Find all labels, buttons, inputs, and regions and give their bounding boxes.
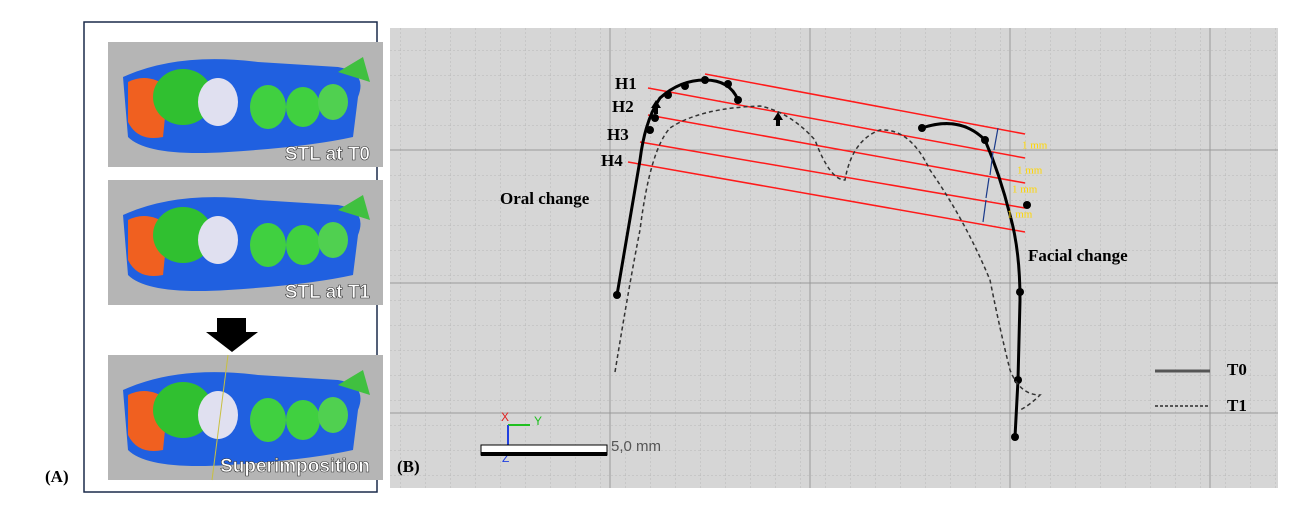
level-label: H2 — [612, 97, 634, 116]
legend-label: T1 — [1227, 396, 1247, 415]
panel-label: (A) — [45, 467, 69, 486]
spacing-label: 1 mm — [1007, 209, 1033, 221]
level-label: H1 — [615, 74, 637, 93]
major-grid — [390, 28, 1278, 488]
scale-label: 5,0 mm — [611, 438, 661, 455]
reference-lines — [627, 73, 1026, 233]
facial-label: Facial change — [1028, 246, 1128, 265]
legend-label: T0 — [1227, 360, 1247, 379]
level-label: H4 — [601, 151, 623, 170]
spacing-label: 1 mm — [1017, 165, 1043, 177]
spacing-label: 1 mm — [1022, 140, 1048, 152]
grid — [390, 28, 1278, 488]
axis-label: Y — [534, 414, 542, 428]
scale-bar — [481, 452, 607, 456]
oral-label: Oral change — [500, 189, 590, 208]
spacing-label: 1 mm — [1012, 184, 1038, 196]
t1-curve — [614, 105, 1042, 411]
caption: Superimposition — [220, 456, 370, 477]
t0-curve — [921, 122, 1022, 438]
plane-line — [211, 354, 229, 481]
level-label: H3 — [607, 125, 629, 144]
spacing-arrows — [982, 127, 999, 223]
axis-label: X — [501, 410, 509, 424]
caption: STL at T1 — [285, 282, 371, 303]
panel-label: (B) — [397, 457, 420, 476]
caption: STL at T0 — [285, 144, 370, 165]
axis-label: Z — [502, 451, 509, 465]
arrow — [206, 318, 258, 352]
t0-points — [613, 76, 1031, 441]
